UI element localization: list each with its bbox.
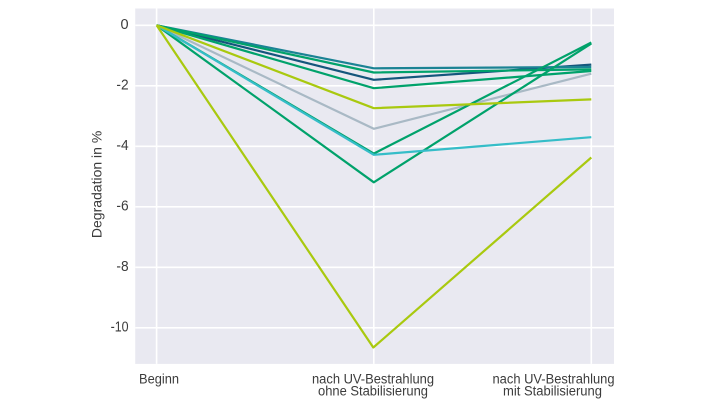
svg-text:-6: -6 (116, 199, 128, 215)
svg-text:-10: -10 (111, 320, 129, 336)
svg-text:ohne Stabilisierung: ohne Stabilisierung (318, 383, 428, 399)
svg-text:-8: -8 (116, 259, 128, 275)
svg-text:Degradation in %: Degradation in % (88, 131, 104, 238)
svg-text:nach UV-Bestrahlung: nach UV-Bestrahlung (312, 372, 434, 388)
svg-text:nach UV-Bestrahlung: nach UV-Bestrahlung (493, 372, 615, 388)
svg-text:Beginn: Beginn (139, 372, 179, 388)
svg-text:-2: -2 (116, 78, 128, 94)
svg-text:mit Stabilisierung: mit Stabilisierung (503, 383, 602, 399)
svg-text:-4: -4 (116, 138, 128, 154)
svg-text:0: 0 (121, 17, 129, 33)
